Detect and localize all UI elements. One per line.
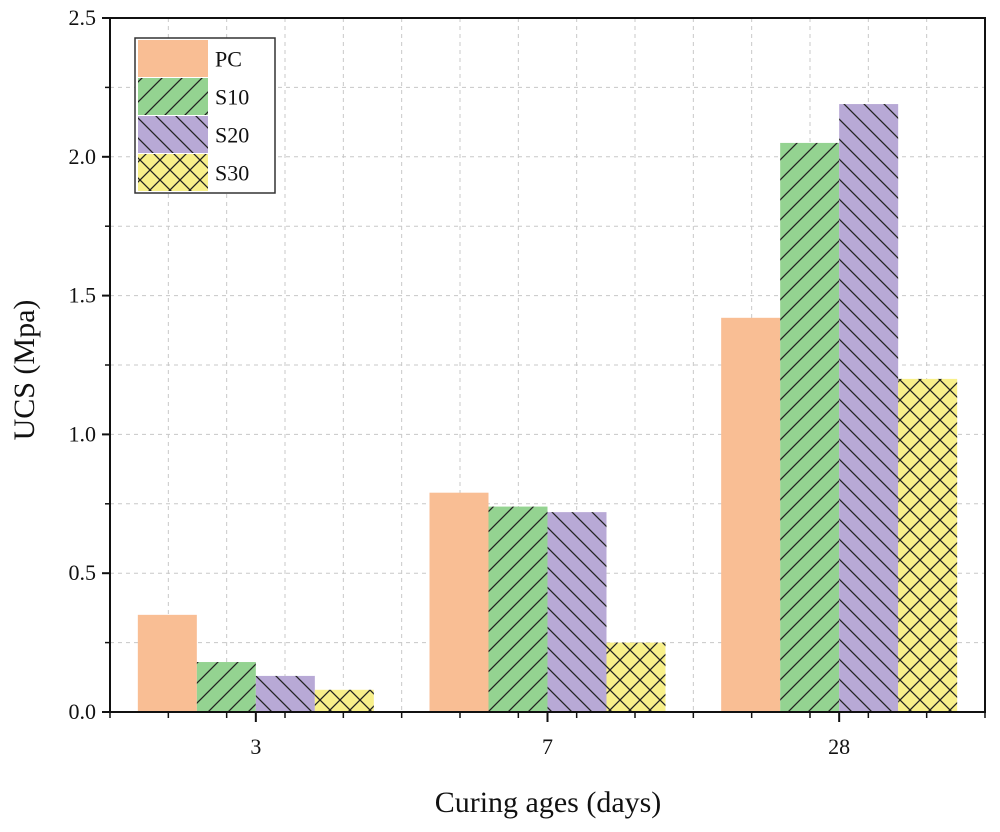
bar-s10-28 xyxy=(780,142,840,713)
legend-label-s30: S30 xyxy=(215,161,249,186)
tick-labels: 0.0 0.5 1.0 1.5 2.0 2.5 3 7 28 xyxy=(69,5,851,759)
x-tick-label: 3 xyxy=(250,734,261,759)
bar-pc-7 xyxy=(429,492,489,712)
bar-s10-3 xyxy=(196,662,256,712)
bar-pc-3 xyxy=(137,614,197,712)
legend-label-s20: S20 xyxy=(215,123,249,148)
x-tick-label: 7 xyxy=(542,734,553,759)
bar-s30-7 xyxy=(606,642,666,712)
bar-s10-7 xyxy=(488,506,548,712)
x-axis-title: Curing ages (days) xyxy=(435,786,662,819)
bar-s20-28 xyxy=(839,104,899,712)
y-tick-label: 1.0 xyxy=(69,421,97,446)
y-tick-label: 0.0 xyxy=(69,699,97,724)
axes xyxy=(102,17,986,722)
bars xyxy=(137,104,958,713)
bar-s20-3 xyxy=(255,675,315,712)
legend-label-pc: PC xyxy=(215,47,242,72)
bar-s30-28 xyxy=(898,378,958,712)
legend-swatch-s30 xyxy=(138,154,208,191)
x-tick-label: 28 xyxy=(828,734,850,759)
legend-label-s10: S10 xyxy=(215,85,249,110)
y-tick-label: 2.0 xyxy=(69,144,97,169)
bar-s20-7 xyxy=(547,512,607,712)
y-tick-label: 0.5 xyxy=(69,560,97,585)
y-tick-label: 1.5 xyxy=(69,283,97,308)
bar-pc-28 xyxy=(721,317,781,712)
legend-swatch-pc xyxy=(138,40,208,77)
legend-swatch-s10 xyxy=(138,78,208,115)
y-axis-title: UCS (Mpa) xyxy=(8,300,41,441)
bar-s30-3 xyxy=(314,689,374,712)
legend-swatch-s20 xyxy=(138,116,208,153)
y-tick-label: 2.5 xyxy=(69,5,97,30)
legend: PC S10 S20 S30 xyxy=(134,37,276,194)
